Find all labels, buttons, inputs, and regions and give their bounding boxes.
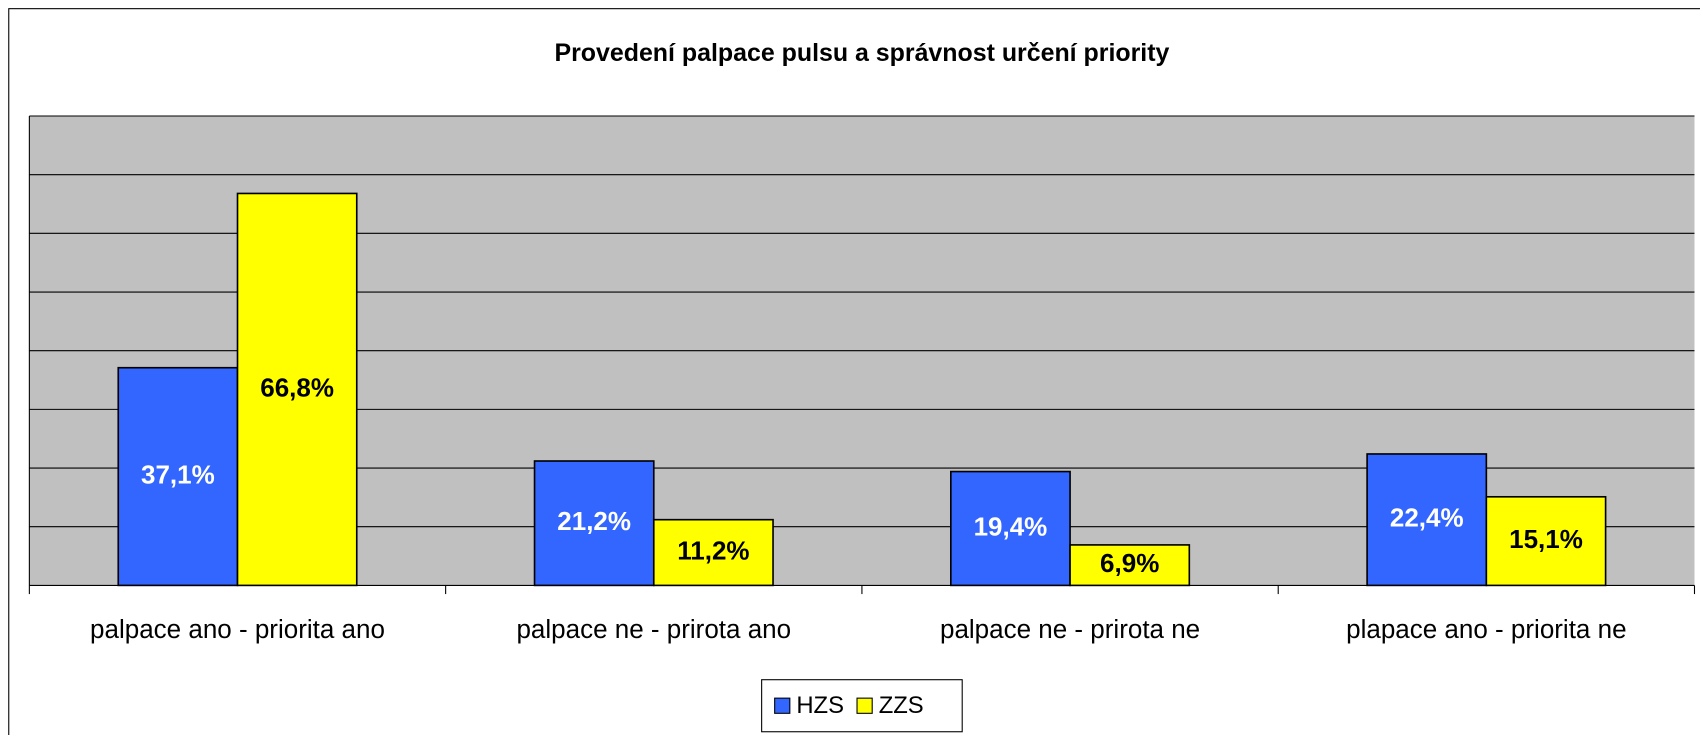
- legend: HZS ZZS: [761, 679, 963, 733]
- bar: [652, 518, 774, 587]
- data-label: 15,1%: [1509, 524, 1583, 554]
- legend-label: ZZS: [879, 692, 924, 719]
- bar: [236, 192, 358, 587]
- data-label: 6,9%: [1100, 548, 1159, 578]
- chart-title: Provedení palpace pulsu a správnost urče…: [554, 39, 1169, 67]
- x-tick-label: palpace ne - prirota ne: [940, 614, 1200, 644]
- legend-swatch: [774, 697, 791, 714]
- bar: [117, 366, 239, 587]
- data-label: 21,2%: [557, 506, 631, 536]
- bar: [1069, 544, 1191, 587]
- bar: [533, 460, 655, 587]
- legend-box: [761, 679, 963, 733]
- x-tick-label: palpace ne - prirota ano: [516, 614, 791, 644]
- data-label: 22,4%: [1390, 503, 1464, 533]
- data-label: 11,2%: [677, 535, 749, 565]
- legend-label: HZS: [796, 692, 844, 719]
- x-tick-label: palpace ano - priorita ano: [90, 614, 385, 644]
- bar: [1485, 495, 1607, 587]
- data-label: 37,1%: [141, 459, 215, 489]
- bar: [1366, 453, 1488, 587]
- data-label: 66,8%: [260, 372, 334, 402]
- legend-swatch: [856, 697, 873, 714]
- x-tick-label: plapace ano - priorita ne: [1346, 614, 1626, 644]
- data-label: 19,4%: [974, 511, 1048, 541]
- bar: [950, 470, 1071, 587]
